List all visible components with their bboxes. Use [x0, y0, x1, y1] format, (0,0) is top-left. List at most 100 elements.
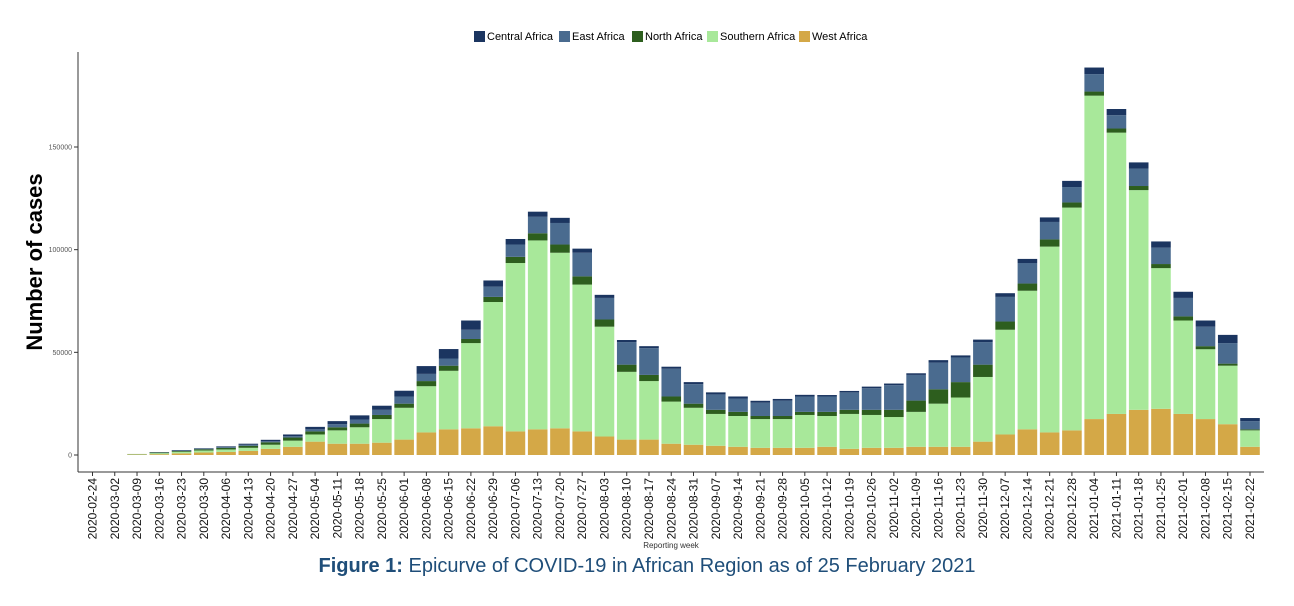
x-tick-label: 2020-07-13: [531, 478, 545, 540]
bar-north-africa: [416, 381, 437, 387]
x-tick-label: 2020-09-21: [753, 478, 767, 540]
bar-north-africa: [1195, 346, 1216, 350]
x-tick-label: 2020-02-24: [86, 478, 100, 540]
bar-east-africa: [906, 374, 926, 401]
bar-east-africa: [884, 385, 904, 410]
bar-southern-africa: [683, 407, 704, 445]
bar-central-africa: [283, 434, 303, 437]
bar-west-africa: [884, 447, 904, 455]
x-tick-label: 2020-06-08: [419, 478, 433, 540]
bar-west-africa: [1195, 419, 1216, 455]
x-tick-label: 2021-01-04: [1087, 478, 1101, 540]
legend-label-east-africa: East Africa: [572, 31, 625, 43]
bar-central-africa: [861, 386, 882, 389]
bar-west-africa: [906, 446, 926, 455]
x-tick-label: 2020-06-29: [486, 478, 500, 540]
bar-north-africa: [750, 415, 771, 420]
bar-southern-africa: [884, 417, 904, 448]
x-tick-label: 2020-11-23: [954, 478, 968, 539]
x-tick-label: 2021-02-08: [1198, 478, 1212, 540]
bar-north-africa: [839, 409, 860, 414]
bar-north-africa: [639, 374, 659, 382]
x-tick-label: 2020-12-21: [1043, 478, 1057, 540]
x-tick-label: 2020-03-23: [175, 478, 189, 540]
bar-west-africa: [171, 453, 192, 455]
bar-east-africa: [795, 396, 815, 412]
x-tick-label: 2020-11-09: [909, 478, 923, 539]
bar-west-africa: [527, 429, 548, 455]
x-axis-ticks: 2020-02-24 2020-03-02 2020-03-09 2020-03-16…: [86, 472, 1257, 540]
bar-southern-africa: [461, 343, 481, 429]
bar-east-africa: [1017, 263, 1038, 284]
bar-central-africa: [906, 373, 926, 375]
bar-north-africa: [861, 409, 882, 415]
bar-east-africa: [550, 222, 570, 245]
bar-east-africa: [772, 400, 793, 416]
bar-east-africa: [283, 436, 303, 438]
bar-north-africa: [550, 244, 570, 253]
bar-east-africa: [995, 296, 1015, 322]
x-tick-label: 2020-10-12: [820, 478, 834, 540]
bar-east-africa: [1106, 115, 1127, 129]
bar-southern-africa: [327, 430, 348, 444]
bar-central-africa: [928, 360, 949, 363]
bar-southern-africa: [483, 302, 503, 427]
y-tick-label: 150000: [49, 145, 72, 152]
bar-east-africa: [1151, 247, 1171, 265]
x-tick-label: 2020-05-25: [375, 478, 389, 540]
x-tick-label: 2020-08-17: [642, 478, 656, 540]
bar-southern-africa: [527, 240, 548, 430]
bar-central-africa: [416, 366, 437, 374]
bar-southern-africa: [1062, 207, 1082, 431]
bar-north-africa: [995, 321, 1015, 330]
bar-north-africa: [1062, 202, 1082, 208]
bar-central-africa: [572, 248, 593, 253]
bar-central-africa: [728, 396, 748, 399]
bar-north-africa: [1128, 186, 1149, 191]
bar-southern-africa: [661, 401, 682, 444]
bar-central-africa: [260, 439, 281, 442]
bar-west-africa: [238, 450, 259, 455]
x-tick-label: 2021-02-15: [1221, 478, 1235, 540]
bar-central-africa: [550, 217, 570, 223]
bar-west-africa: [950, 446, 971, 455]
bar-southern-africa: [1151, 268, 1171, 409]
bar-southern-africa: [260, 444, 281, 449]
bar-west-africa: [149, 454, 170, 455]
x-axis-label: Reporting week: [643, 541, 700, 550]
bar-central-africa: [639, 346, 659, 349]
bar-central-africa: [483, 280, 503, 287]
bar-southern-africa: [238, 447, 259, 451]
legend-swatch-west-africa: [799, 31, 810, 42]
x-tick-label: 2020-11-30: [976, 478, 990, 539]
bar-west-africa: [995, 434, 1015, 455]
bar-southern-africa: [772, 419, 793, 448]
bar-southern-africa: [416, 386, 437, 433]
bar-west-africa: [839, 448, 860, 455]
bar-west-africa: [683, 444, 704, 455]
bar-central-africa: [305, 426, 325, 430]
bar-southern-africa: [950, 397, 971, 447]
bar-east-africa: [1039, 221, 1060, 240]
bar-southern-africa: [305, 434, 325, 442]
x-tick-label: 2020-08-31: [687, 478, 701, 540]
bar-west-africa: [1062, 430, 1082, 455]
bar-east-africa: [1240, 421, 1260, 430]
bar-west-africa: [283, 446, 303, 455]
bar-north-africa: [394, 403, 414, 408]
bar-east-africa: [260, 441, 281, 443]
legend-swatch-east-africa: [559, 31, 570, 42]
bar-east-africa: [639, 348, 659, 375]
x-tick-label: 2020-10-19: [842, 478, 856, 540]
y-axis-ticks: 0 50000 100000 150000: [49, 145, 78, 460]
bar-central-africa: [795, 394, 815, 397]
legend-label-west-africa: West Africa: [812, 31, 868, 43]
bar-southern-africa: [1240, 430, 1260, 447]
x-tick-label: 2020-12-14: [1020, 478, 1034, 540]
bar-east-africa: [1128, 168, 1149, 187]
bar-north-africa: [728, 411, 748, 416]
bar-southern-africa: [1128, 190, 1149, 410]
bar-west-africa: [817, 446, 837, 455]
bar-central-africa: [349, 415, 370, 420]
bar-east-africa: [483, 286, 503, 297]
